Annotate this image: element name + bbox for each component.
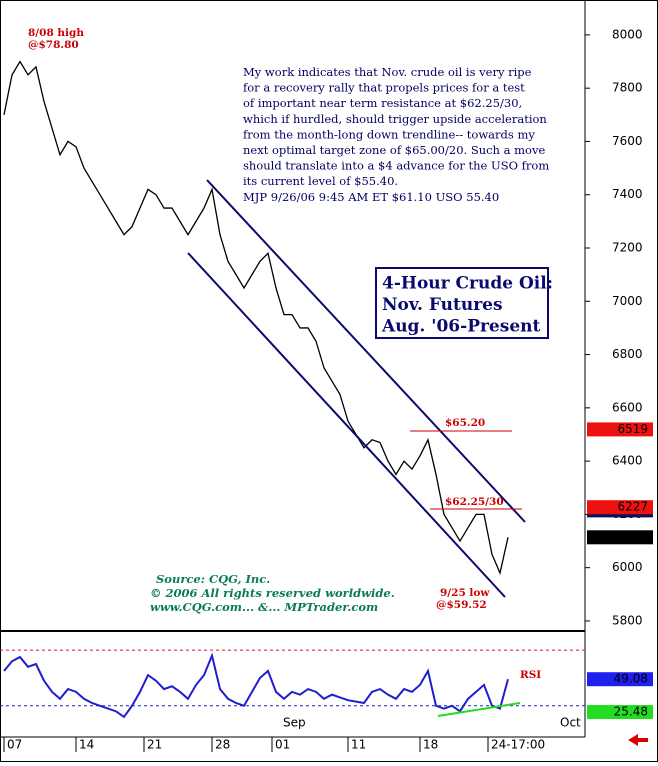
commentary-line: of important near term resistance at $62… (243, 96, 522, 110)
month-label: Sep (283, 716, 306, 730)
scroll-arrow[interactable] (628, 734, 648, 746)
rsi-marker-label: 49.08 (614, 672, 648, 686)
channel-upper (206, 179, 526, 523)
annotation: RSI (520, 669, 541, 681)
y-tick-label: 6800 (612, 347, 643, 361)
y-tick-label: 6600 (612, 400, 643, 414)
y-tick-label: 7400 (612, 187, 643, 201)
annotation: @$59.52 (436, 599, 487, 611)
channel-lower (187, 252, 506, 598)
y-tick-label: 7800 (612, 81, 643, 95)
x-tick-label: 18 (423, 738, 438, 752)
commentary-line: which if hurdled, should trigger upside … (243, 112, 547, 126)
x-tick-label: 21 (147, 738, 162, 752)
price-marker (587, 422, 653, 437)
price-line (3, 60, 509, 576)
annotation: @$78.80 (28, 39, 79, 51)
rsi-marker-label: 25.48 (614, 705, 648, 719)
annotation: $62.25/30 (445, 496, 504, 508)
annotation: 9/25 low (440, 587, 490, 599)
annotation: $65.20 (445, 417, 485, 429)
commentary-line: MJP 9/26/06 9:45 AM ET $61.10 USO 55.40 (243, 190, 499, 204)
y-tick-label: 7600 (612, 134, 643, 148)
price-marker-label: 6114 (617, 530, 648, 544)
y-tick-label: 6000 (612, 560, 643, 574)
y-tick-label: 6400 (612, 454, 643, 468)
x-tick-label: 24-17:00 (491, 738, 545, 752)
source-line: © 2006 All rights reserved worldwide. (150, 586, 395, 600)
y-tick-label: 5800 (612, 613, 643, 627)
x-tick-label: 01 (275, 738, 290, 752)
commentary-line: its current level of $55.40. (243, 174, 398, 188)
month-label: Oct (560, 716, 581, 730)
rsi-trendline (437, 702, 521, 717)
commentary-line: for a recovery rally that propels prices… (243, 81, 525, 95)
y-tick-label: 8000 (612, 27, 643, 41)
commentary-line: next optimal target zone of $65.00/20. S… (243, 143, 545, 157)
source-line: www.CQG.com... &... MPTrader.com (150, 600, 378, 614)
commentary-line: from the month-long down trendline-- tow… (243, 127, 535, 141)
rsi-line (3, 652, 509, 719)
annotation: 8/08 high (28, 27, 84, 39)
x-tick-label: 14 (79, 738, 94, 752)
x-tick-label: 11 (351, 738, 366, 752)
x-tick-label: 07 (7, 738, 22, 752)
price-marker-label: 6227 (617, 500, 648, 514)
rsi-marker (587, 672, 653, 687)
commentary-line: My work indicates that Nov. crude oil is… (243, 65, 532, 79)
commentary-line: should translate into a $4 advance for t… (243, 159, 549, 173)
price-marker-label: 6519 (617, 422, 648, 436)
y-tick-label: 7000 (612, 294, 643, 308)
chart-title: Aug. '06-Present (381, 317, 540, 337)
price-marker (587, 530, 653, 545)
x-tick-label: 28 (215, 738, 230, 752)
price-marker (587, 500, 653, 515)
chart-title: Nov. Futures (382, 295, 503, 315)
rsi-marker (587, 705, 653, 720)
source-line: Source: CQG, Inc. (156, 572, 270, 586)
title-box (375, 267, 549, 339)
y-tick-label: 7200 (612, 241, 643, 255)
chart-title: 4-Hour Crude Oil: (382, 274, 553, 294)
